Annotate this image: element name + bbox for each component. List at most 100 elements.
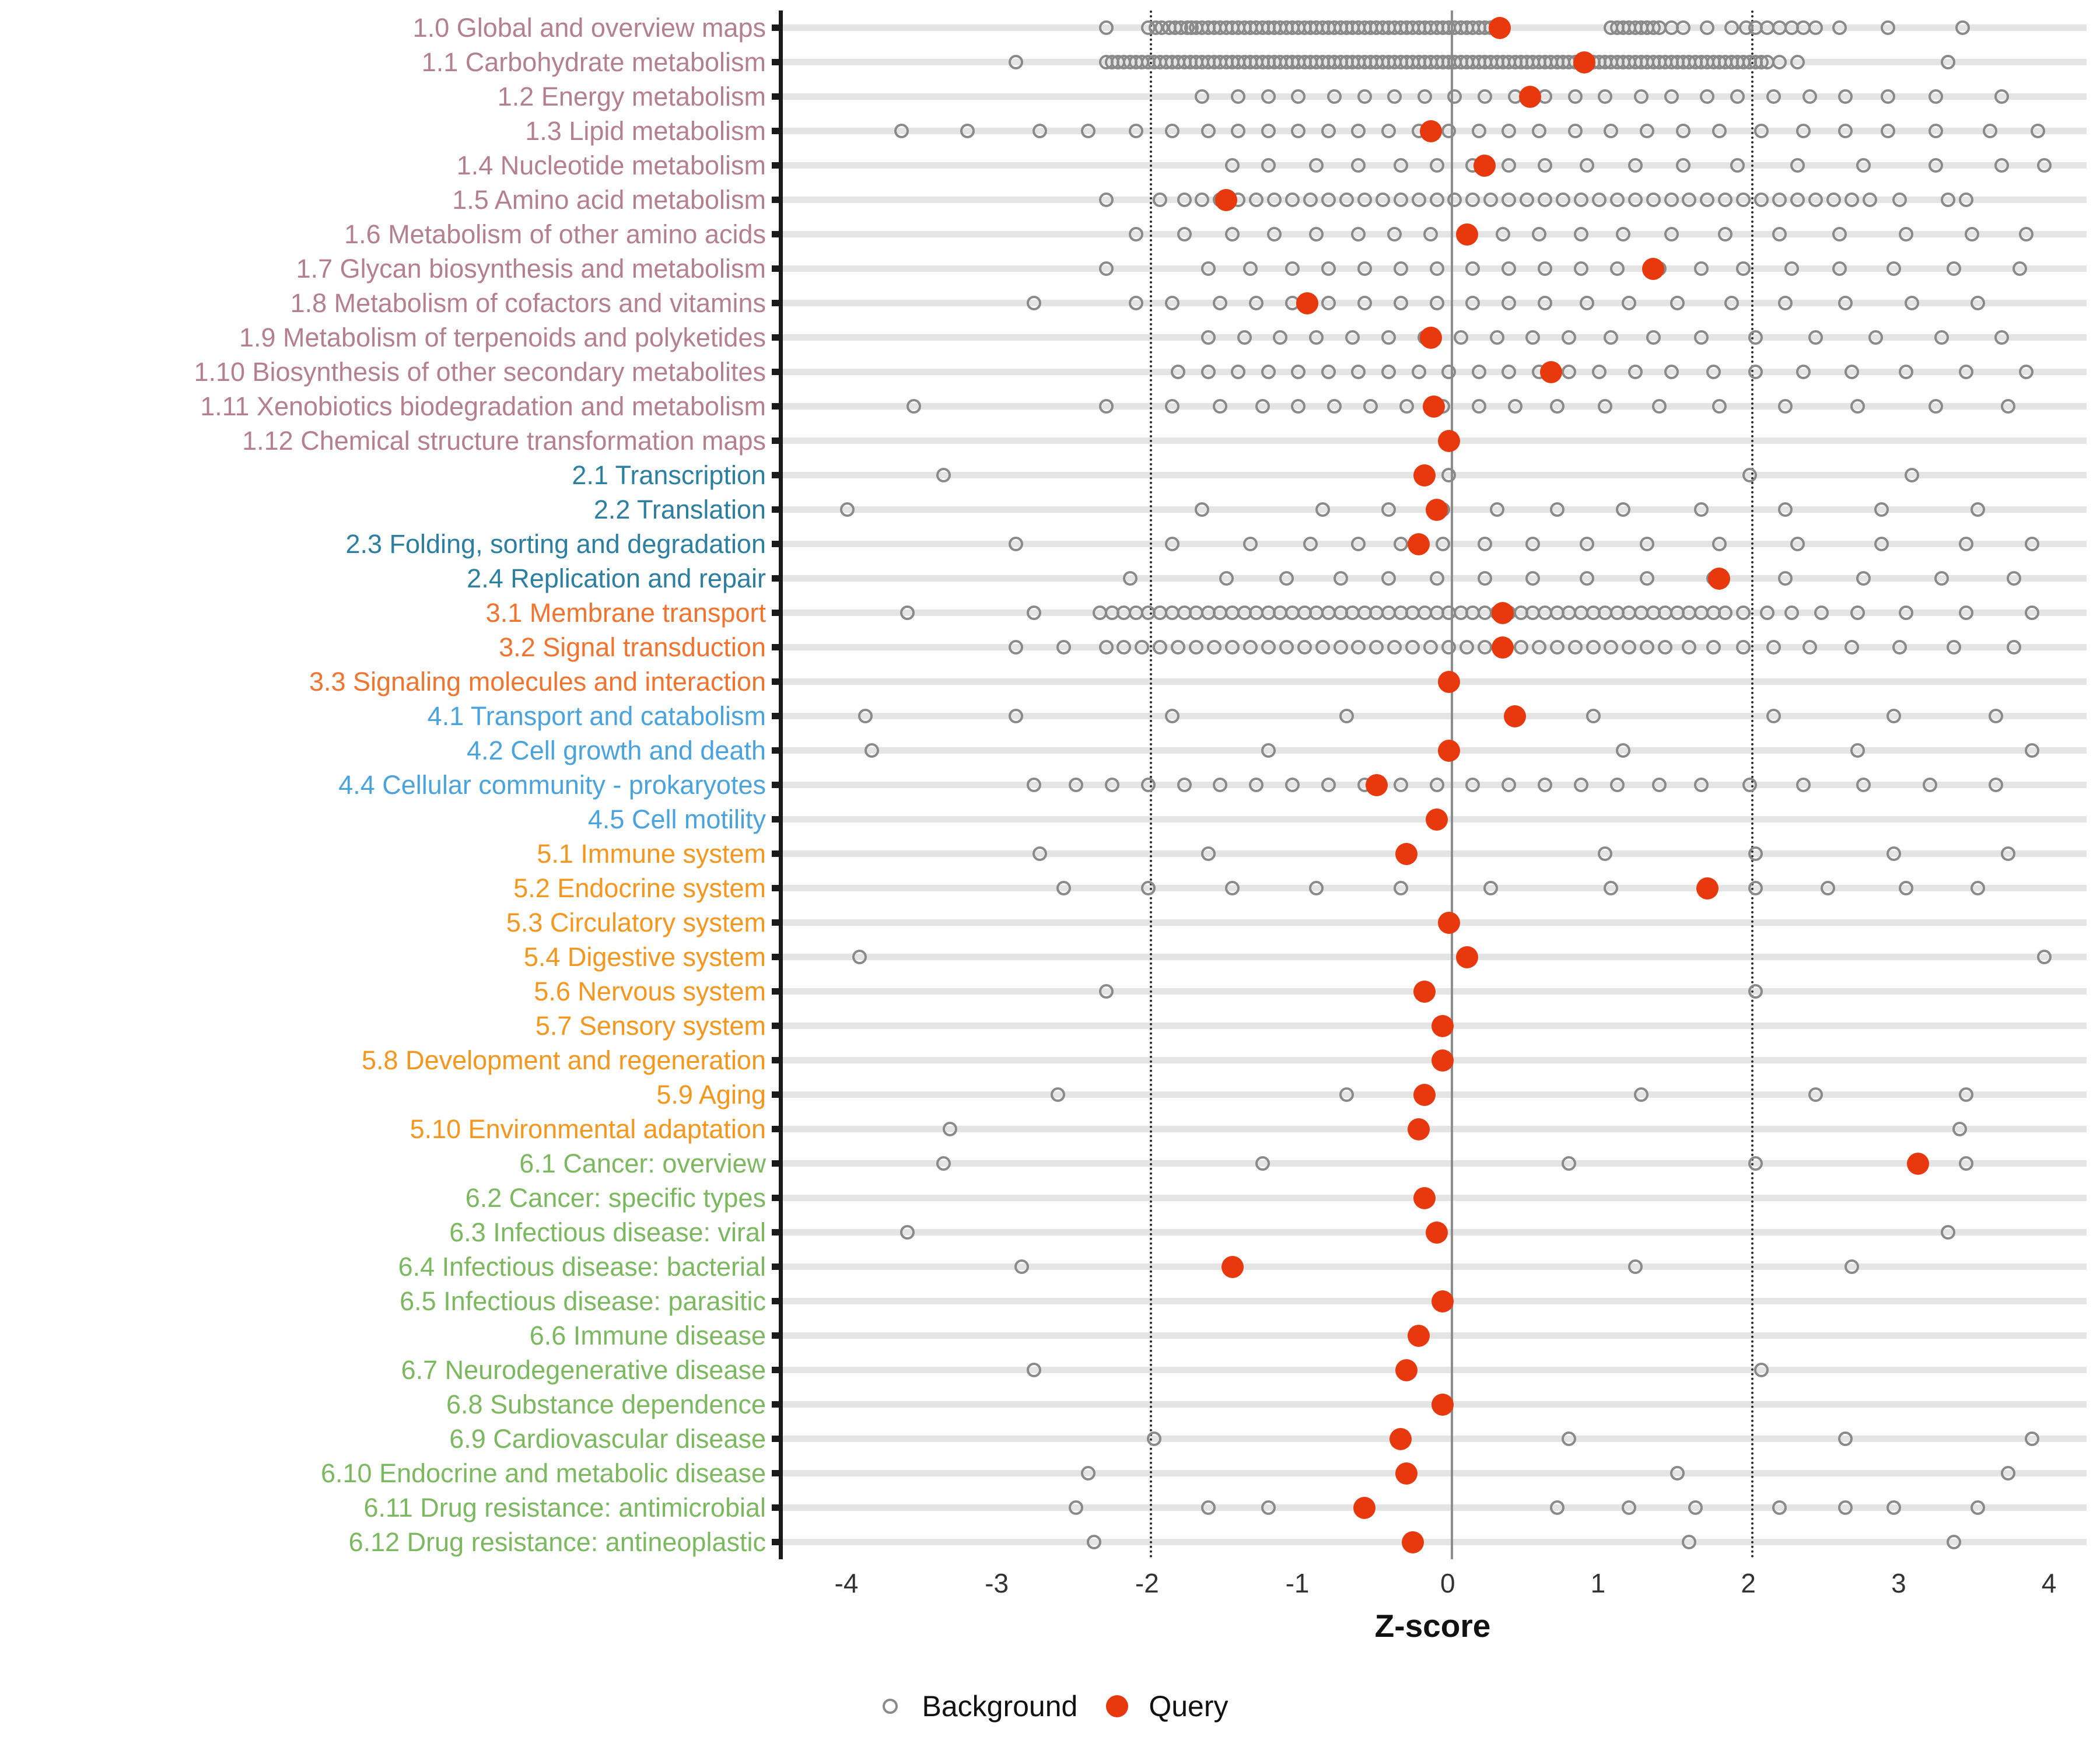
legend-item-background[interactable]: Background	[872, 1688, 1077, 1725]
background-point	[1303, 537, 1318, 551]
background-point	[1929, 399, 1944, 414]
background-point	[1200, 846, 1216, 861]
x-axis-tick-label: 3	[1891, 1568, 1906, 1598]
background-point	[1441, 468, 1457, 482]
background-point	[2007, 640, 2022, 654]
query-point	[1395, 842, 1418, 865]
background-point	[1080, 1466, 1096, 1480]
background-point	[1664, 227, 1679, 242]
background-point	[1261, 89, 1276, 104]
background-point	[1898, 227, 1913, 242]
y-axis-label: 6.9 Cardiovascular disease	[449, 1423, 766, 1454]
background-point	[1742, 778, 1757, 792]
background-point	[1321, 296, 1336, 310]
background-point	[1658, 640, 1673, 654]
y-axis-tick	[772, 197, 783, 203]
background-point	[1339, 1087, 1354, 1102]
background-point	[1718, 606, 1733, 620]
background-point	[1135, 640, 1150, 654]
background-point	[1255, 1156, 1270, 1171]
y-axis-label: 3.1 Membrane transport	[485, 597, 766, 628]
row-gridline	[783, 713, 2087, 719]
background-point	[1609, 778, 1625, 792]
row-gridline	[783, 1264, 2087, 1270]
y-axis-tick	[772, 1023, 783, 1029]
background-point	[1694, 502, 1709, 517]
background-point	[1213, 296, 1228, 310]
background-point	[1766, 640, 1781, 654]
legend-label-query: Query	[1149, 1690, 1228, 1723]
y-axis-label: 5.3 Circulatory system	[506, 907, 766, 937]
background-point	[1736, 261, 1751, 276]
background-point	[1856, 778, 1871, 792]
background-point	[1502, 365, 1517, 379]
y-axis-tick	[772, 128, 783, 134]
query-point	[1413, 1083, 1436, 1106]
background-point	[1880, 124, 1895, 138]
background-point	[1291, 399, 1306, 414]
y-axis-tick	[772, 1229, 783, 1236]
background-point	[1129, 296, 1144, 310]
plot-area	[779, 10, 2087, 1559]
y-axis-tick	[772, 1436, 783, 1442]
y-axis-label: 6.1 Cancer: overview	[519, 1148, 766, 1178]
background-point	[1874, 537, 1889, 551]
background-point	[1405, 640, 1420, 654]
query-point	[1474, 154, 1496, 177]
background-point	[1116, 640, 1132, 654]
background-point	[1381, 124, 1396, 138]
background-point	[1441, 124, 1457, 138]
background-point	[1952, 1122, 1968, 1136]
y-axis-label: 5.9 Aging	[656, 1079, 766, 1110]
background-point	[1279, 571, 1294, 586]
background-point	[1104, 778, 1119, 792]
background-point	[1411, 365, 1426, 379]
query-point	[1221, 1255, 1244, 1278]
background-point	[2036, 950, 2052, 964]
background-point	[1844, 1259, 1859, 1274]
background-point	[1026, 1363, 1041, 1377]
background-point	[1200, 261, 1216, 276]
query-point	[1426, 498, 1448, 521]
background-point	[852, 950, 867, 964]
query-point	[1642, 257, 1665, 280]
background-point	[1267, 192, 1282, 207]
background-point	[1748, 881, 1763, 895]
background-point	[1682, 1535, 1697, 1549]
y-axis-tick	[772, 1264, 783, 1270]
background-point	[1736, 192, 1751, 207]
row-gridline	[783, 438, 2087, 444]
y-axis-label: 2.3 Folding, sorting and degradation	[345, 528, 766, 559]
background-point	[1640, 571, 1655, 586]
background-point	[1164, 537, 1180, 551]
background-point	[1357, 89, 1372, 104]
background-point	[1808, 330, 1823, 345]
background-point	[1862, 192, 1877, 207]
y-axis-tick	[772, 541, 783, 547]
y-axis-tick	[772, 1126, 783, 1132]
row-gridline	[783, 678, 2087, 685]
background-point	[1465, 778, 1480, 792]
background-point	[1147, 1432, 1162, 1446]
y-axis-tick	[772, 954, 783, 960]
background-point	[1898, 881, 1913, 895]
background-point	[1333, 640, 1348, 654]
background-point	[1261, 1500, 1276, 1515]
background-point	[1934, 571, 1950, 586]
y-axis-label: 1.4 Nucleotide metabolism	[456, 150, 766, 180]
background-point	[1958, 606, 1973, 620]
background-point	[1098, 261, 1114, 276]
background-point	[2000, 846, 2015, 861]
background-point	[1573, 192, 1588, 207]
row-gridline	[783, 850, 2087, 857]
y-axis-tick	[772, 1195, 783, 1201]
legend-item-query[interactable]: Query	[1098, 1688, 1228, 1725]
background-point	[1164, 399, 1180, 414]
y-axis-label: 6.3 Infectious disease: viral	[449, 1217, 766, 1247]
background-point	[1886, 709, 1901, 723]
y-axis-tick	[772, 644, 783, 650]
background-point	[1748, 330, 1763, 345]
background-point	[1844, 192, 1859, 207]
background-point	[1838, 124, 1853, 138]
